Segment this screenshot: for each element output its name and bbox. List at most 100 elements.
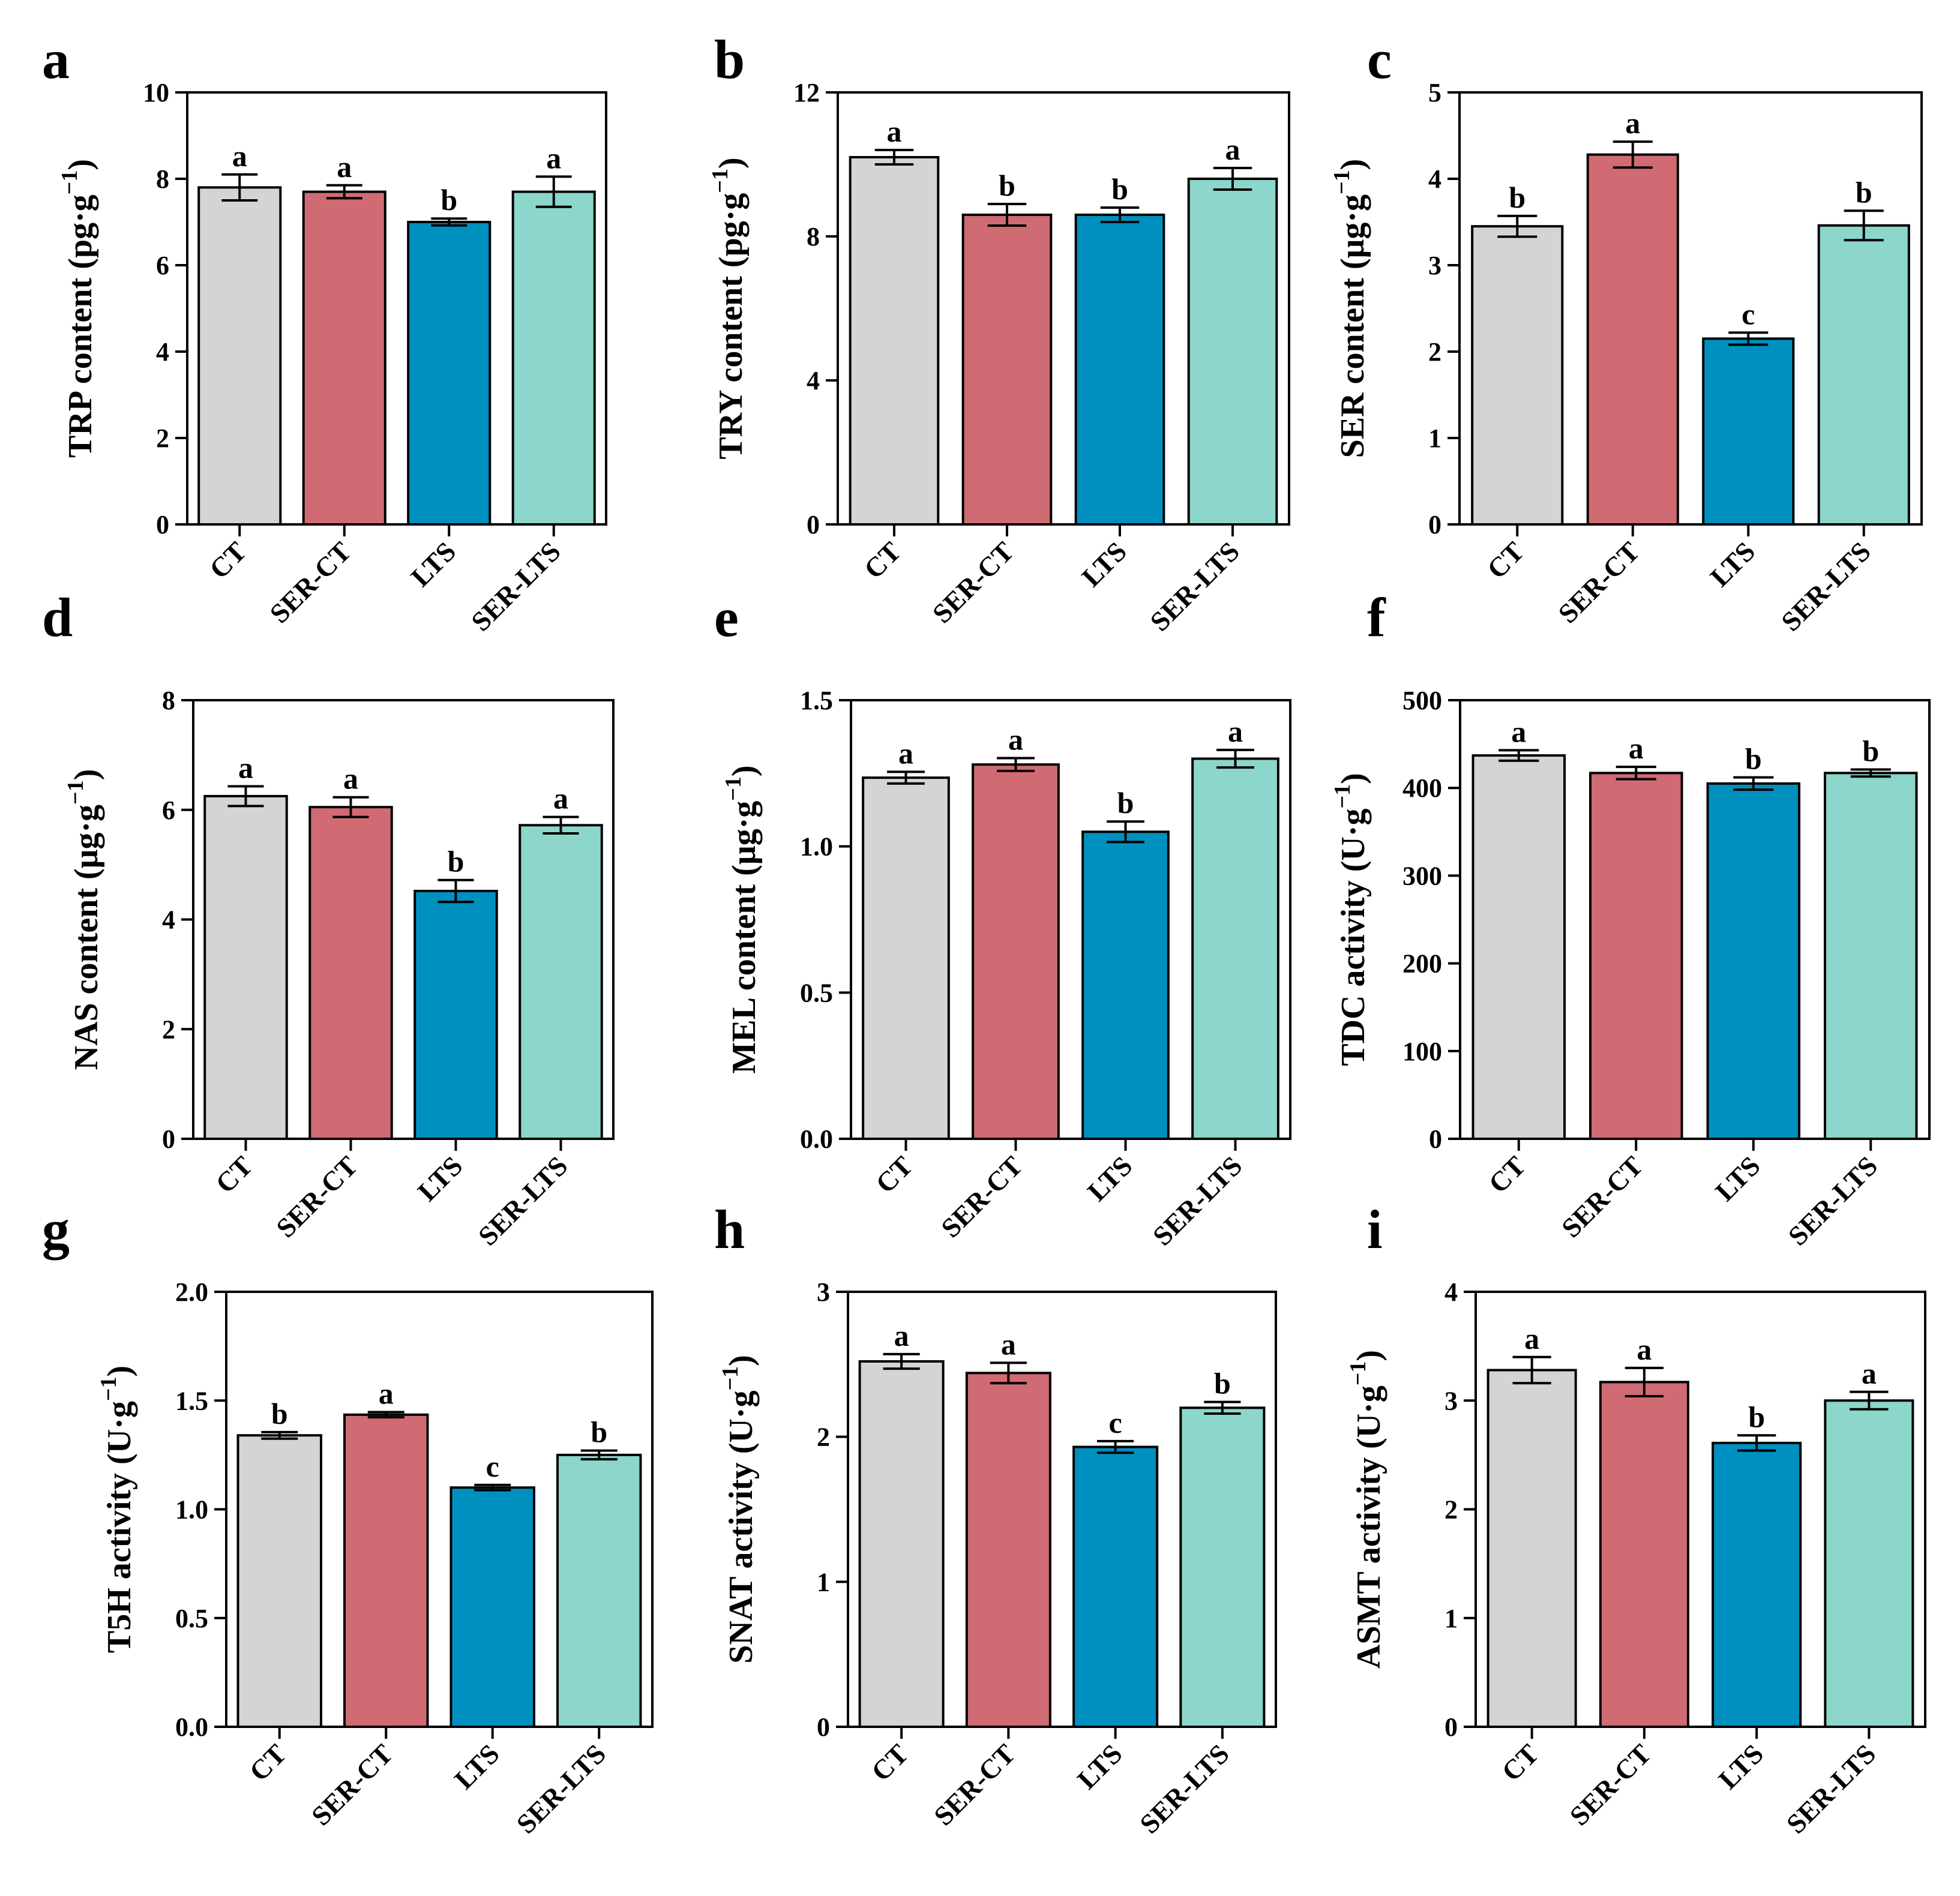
category-label: SER-LTS (1144, 536, 1245, 637)
y-tick-label: 0 (156, 510, 169, 539)
significance-letter: a (1629, 731, 1644, 765)
significance-letter: a (232, 139, 247, 173)
significance-letter: b (1111, 172, 1128, 206)
y-axis-title: MEL content (μg·g−1) (721, 765, 763, 1073)
category-label: SER-CT (305, 1738, 398, 1831)
bar-ser-lts (519, 824, 603, 1140)
y-axis-title: TDC activity (U·g−1) (1330, 773, 1372, 1066)
significance-letter: a (1001, 1327, 1016, 1361)
category-label: CT (1496, 1738, 1544, 1787)
y-axis-title-close: ) (68, 769, 105, 781)
significance-letter: b (1509, 181, 1526, 214)
y-tick-label: 4 (807, 366, 820, 395)
category-label: SER-CT (1552, 536, 1645, 629)
significance-letter: a (343, 762, 358, 796)
y-axis-title-close: ) (1335, 773, 1372, 784)
y-tick-label: 0.0 (175, 1712, 208, 1742)
bar-ser-ct (343, 1413, 429, 1728)
significance-letter: a (238, 751, 253, 784)
y-axis-title-superscript: −1 (57, 170, 82, 195)
y-tick-label: 0.5 (175, 1604, 208, 1633)
panel-b: b 0 4 8 12 a CT b SER-CT b LTS a SER-LTS TRY content … (708, 29, 1290, 637)
y-tick-label: 1.5 (800, 686, 833, 715)
category-label: SER-CT (927, 536, 1020, 629)
significance-letter: b (1862, 734, 1879, 767)
y-tick-label: 8 (156, 164, 169, 194)
y-axis-title: SER content (μg·g−1) (1329, 159, 1371, 458)
bar-ser-ct (972, 763, 1060, 1141)
y-tick-label: 6 (156, 251, 169, 280)
y-axis-title-close: ) (723, 1355, 760, 1366)
bar-ser-lts (1817, 224, 1910, 526)
category-label: SER-LTS (1134, 1738, 1235, 1840)
bar-ct (858, 1360, 945, 1728)
panel-f: f 0 100 200 300 400 500 a CT a SER-CT b LTS b SER-LTS T… (1330, 587, 1931, 1252)
y-axis-title-main: TRP content (pg·g (62, 194, 99, 458)
plot-frame (837, 91, 1290, 526)
y-axis-title-superscript: −1 (1329, 170, 1354, 194)
y-axis-title-superscript: −1 (718, 1366, 743, 1391)
y-tick-label: 0.5 (800, 978, 833, 1007)
y-tick-label: 4 (1428, 164, 1441, 194)
y-axis-title-superscript: −1 (708, 169, 733, 193)
bar-lts (407, 221, 492, 526)
y-tick-label: 100 (1402, 1037, 1442, 1066)
bar-ser-lts (1824, 1399, 1914, 1728)
y-tick-label: 1 (817, 1567, 830, 1597)
bar-lts (449, 1486, 535, 1728)
significance-letter: a (379, 1376, 394, 1410)
bar-ser-ct (302, 190, 386, 526)
bar-lts (1712, 1441, 1802, 1728)
category-label: SER-LTS (511, 1738, 612, 1840)
category-label: SER-LTS (465, 536, 567, 637)
y-tick-label: 3 (817, 1277, 830, 1307)
y-tick-label: 4 (162, 905, 175, 935)
bar-ct (236, 1434, 322, 1728)
y-tick-label: 2.0 (175, 1277, 208, 1307)
bar-ser-lts (1824, 772, 1918, 1140)
bar-ser-lts (556, 1453, 642, 1728)
panel-d: d 0 2 4 6 8 a CT a SER-CT b LTS a SER-LTS NAS content … (42, 587, 615, 1252)
bar-lts (1702, 337, 1795, 526)
category-label: SER-CT (1564, 1738, 1657, 1831)
y-axis-title-main: TRY content (pg·g (712, 193, 750, 460)
significance-letter: a (887, 115, 902, 148)
y-axis-title-close: ) (726, 765, 763, 776)
significance-letter: b (999, 169, 1015, 202)
y-tick-label: 200 (1402, 949, 1442, 979)
y-tick-label: 0 (807, 510, 820, 539)
y-tick-label: 1.0 (800, 832, 833, 862)
significance-letter: a (1637, 1333, 1652, 1366)
category-label: SER-LTS (472, 1150, 574, 1252)
bar-ser-ct (965, 1372, 1051, 1728)
y-tick-label: 3 (1444, 1386, 1458, 1415)
category-label: CT (870, 1150, 918, 1199)
y-axis-title-main: NAS content (μg·g (68, 805, 105, 1070)
significance-letter: a (1625, 106, 1640, 140)
bar-ser-lts (1179, 1406, 1266, 1728)
bar-ct (1471, 225, 1564, 526)
y-tick-label: 2 (162, 1015, 175, 1044)
y-axis-title-superscript: −1 (96, 1377, 121, 1402)
plot-frame (850, 699, 1291, 1140)
panel-letter: f (1367, 587, 1386, 648)
bar-lts (1074, 214, 1165, 526)
significance-letter: a (894, 1319, 909, 1352)
bar-ser-ct (1586, 153, 1679, 526)
panel-letter: e (714, 587, 739, 648)
significance-letter: b (440, 183, 457, 217)
category-label: SER-LTS (1782, 1150, 1884, 1252)
category-label: LTS (1071, 1738, 1128, 1795)
category-label: SER-LTS (1775, 536, 1877, 637)
y-tick-label: 4 (1444, 1277, 1458, 1307)
bar-lts (1706, 782, 1800, 1140)
y-axis-title-close: ) (101, 1366, 138, 1377)
y-tick-label: 0 (1429, 1124, 1442, 1154)
y-tick-label: 8 (162, 686, 175, 715)
bar-ser-ct (1589, 772, 1683, 1140)
category-label: CT (203, 536, 252, 584)
significance-letter: b (591, 1415, 607, 1449)
panel-c: c 0 1 2 3 4 5 b CT a SER-CT c LTS b SER-LTS SER content… (1329, 29, 1923, 637)
bar-lts (1081, 830, 1170, 1141)
significance-letter: b (1745, 742, 1762, 776)
